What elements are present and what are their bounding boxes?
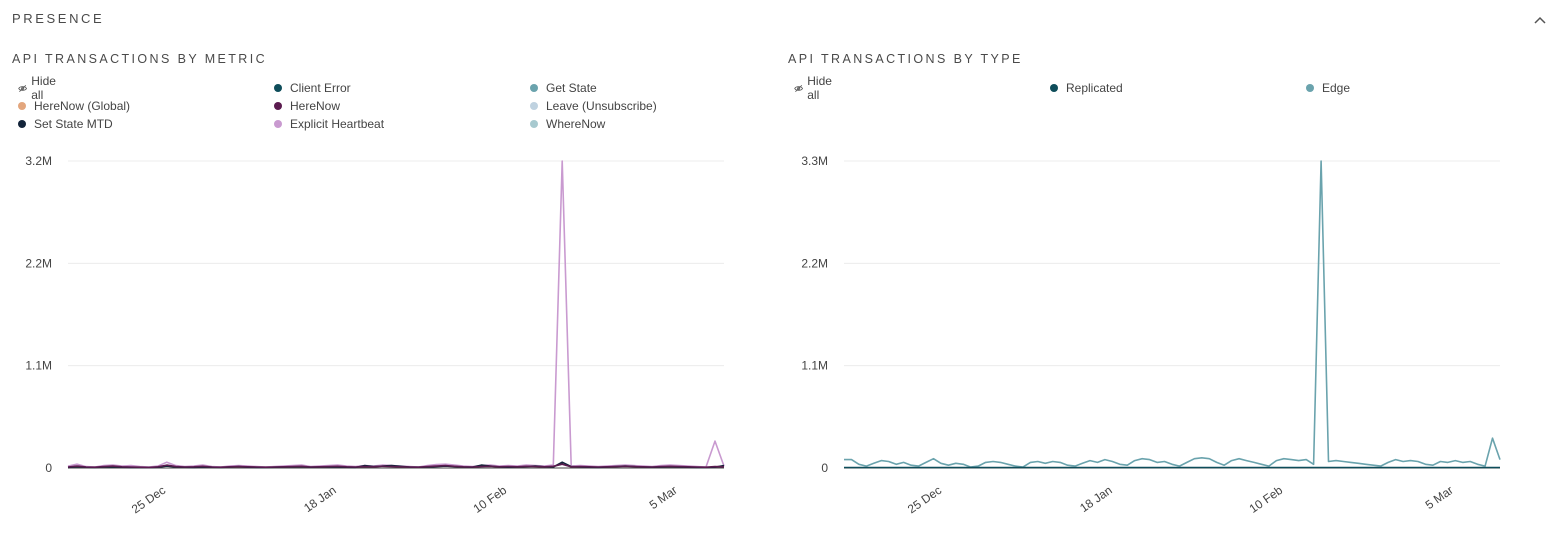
- legend-swatch: [274, 120, 282, 128]
- y-tick-label: 1.1M: [25, 359, 52, 373]
- x-tick-label: 25 Dec: [905, 483, 944, 516]
- legend-swatch: [18, 120, 26, 128]
- hide-all-label: Hide all: [31, 74, 56, 102]
- hide-all-button[interactable]: Hide all: [18, 74, 60, 102]
- legend-item[interactable]: HereNow (Global): [18, 98, 130, 114]
- y-tick-label: 3.3M: [801, 154, 828, 168]
- metric-plot: 0 1.1M 2.2M 3.2M 25 Dec 18 Jan 10 Feb 5 Mar: [0, 140, 770, 538]
- legend-label: WhereNow: [546, 117, 606, 131]
- chevron-up-icon: [1534, 16, 1546, 24]
- y-tick-label: 0: [45, 461, 52, 475]
- legend-swatch: [274, 102, 282, 110]
- metric-chart-panel: API TRANSACTIONS BY METRIC Hide all Clie…: [0, 0, 770, 538]
- legend-item[interactable]: Leave (Unsubscribe): [530, 98, 657, 114]
- legend-item[interactable]: Get State: [530, 80, 597, 96]
- x-tick-label: 10 Feb: [471, 483, 510, 516]
- y-tick-label: 2.2M: [801, 256, 828, 270]
- x-tick-label: 18 Jan: [301, 483, 339, 515]
- legend-swatch: [530, 120, 538, 128]
- section-title: PRESENCE: [12, 11, 105, 26]
- legend-label: Explicit Heartbeat: [290, 117, 385, 131]
- legend-item[interactable]: Set State MTD: [18, 116, 113, 132]
- legend-item[interactable]: HereNow: [274, 98, 340, 114]
- hide-all-label: Hide all: [807, 74, 832, 102]
- legend-swatch: [18, 102, 26, 110]
- legend-swatch: [1050, 84, 1058, 92]
- y-tick-label: 2.2M: [25, 256, 52, 270]
- eye-off-icon: [794, 84, 803, 92]
- legend-label: Get State: [546, 81, 597, 95]
- x-tick-label: 18 Jan: [1077, 483, 1115, 515]
- legend-swatch: [1306, 84, 1314, 92]
- type-plot: 0 1.1M 2.2M 3.3M 25 Dec 18 Jan 10 Feb 5 Mar: [776, 140, 1567, 538]
- type-line-chart: 0 1.1M 2.2M 3.3M 25 Dec 18 Jan 10 Feb 5 Mar: [801, 154, 1501, 516]
- series-line-edge[interactable]: [844, 160, 1501, 468]
- legend-label: HereNow (Global): [34, 99, 131, 113]
- legend-label: HereNow: [290, 99, 341, 113]
- legend-label: Leave (Unsubscribe): [546, 99, 657, 113]
- series-line-herenow[interactable]: [67, 463, 725, 469]
- x-tick-label: 25 Dec: [129, 483, 168, 516]
- type-chart-panel: API TRANSACTIONS BY TYPE Hide all Replic…: [776, 0, 1567, 538]
- legend-item[interactable]: WhereNow: [530, 116, 605, 132]
- series-line-explicit-heartbeat[interactable]: [67, 160, 725, 468]
- y-tick-label: 3.2M: [25, 154, 52, 168]
- legend-label: Client Error: [290, 81, 351, 95]
- chart-title: API TRANSACTIONS BY TYPE: [788, 52, 1023, 66]
- eye-off-icon: [18, 84, 27, 92]
- legend-item[interactable]: Client Error: [274, 80, 351, 96]
- y-tick-label: 0: [821, 461, 828, 475]
- y-tick-label: 1.1M: [801, 359, 828, 373]
- legend-swatch: [274, 84, 282, 92]
- legend-item[interactable]: Explicit Heartbeat: [274, 116, 384, 132]
- legend-label: Set State MTD: [34, 117, 113, 131]
- legend-label: Replicated: [1066, 81, 1123, 95]
- x-tick-label: 10 Feb: [1247, 483, 1286, 516]
- hide-all-button[interactable]: Hide all: [794, 74, 836, 102]
- chart-title: API TRANSACTIONS BY METRIC: [12, 52, 268, 66]
- collapse-button[interactable]: [1530, 10, 1550, 30]
- metric-line-chart: 0 1.1M 2.2M 3.2M 25 Dec 18 Jan 10 Feb 5 Mar: [25, 154, 725, 516]
- legend-swatch: [530, 102, 538, 110]
- legend-item[interactable]: Replicated: [1050, 80, 1123, 96]
- legend-swatch: [530, 84, 538, 92]
- legend-item[interactable]: Edge: [1306, 80, 1350, 96]
- x-tick-label: 5 Mar: [647, 483, 680, 512]
- legend-label: Edge: [1322, 81, 1351, 95]
- x-tick-label: 5 Mar: [1423, 483, 1456, 512]
